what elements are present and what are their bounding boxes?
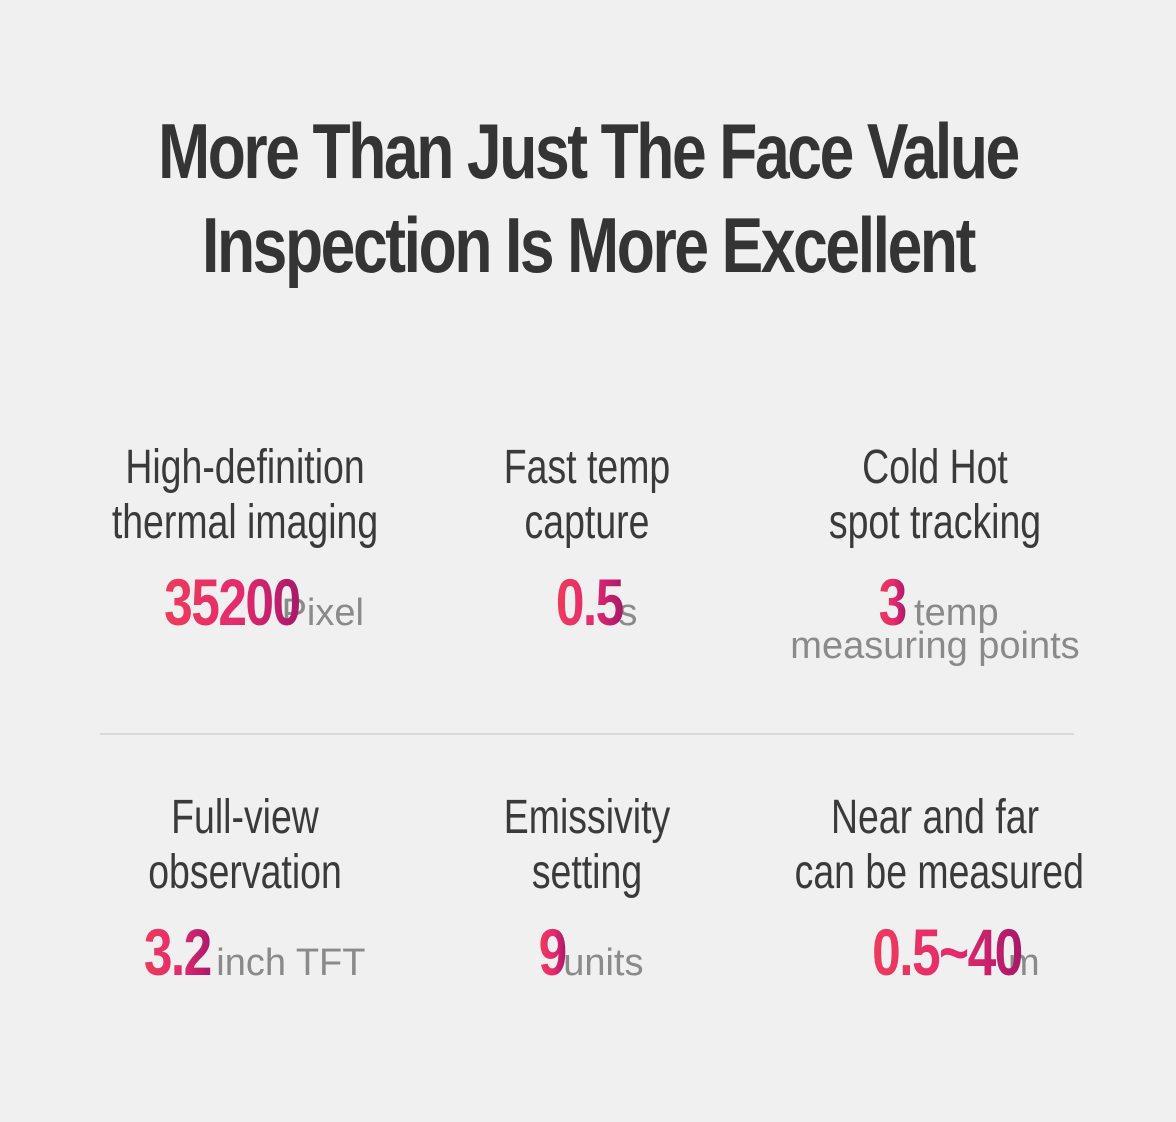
value-number: 3 [879,565,908,639]
feature-title: Emissivity [503,791,671,844]
value-number: 35200 [164,565,301,639]
feature-value: 0.5~40m [755,916,1115,988]
feature-title: Near and far [830,791,1040,844]
feature-value: 0.5s [407,566,767,638]
value-unit: inch TFT [216,942,366,984]
feature-title: can be measured [794,846,1084,899]
feature-title: Cold Hot [862,441,1008,494]
value-unit: s [618,592,638,634]
page-headline: More Than Just The Face Value Inspection… [0,104,1176,292]
feature-full-view: Full-view observation 3.2 inch TFT [65,790,425,988]
feature-emissivity: Emissivity setting 9units [407,790,767,988]
feature-value: 35200Pixel [65,566,425,638]
feature-value: 9units [407,916,767,988]
value-unit: units [563,942,644,984]
headline-line-1: More Than Just The Face Value [158,107,1020,195]
feature-value: 3.2 inch TFT [65,916,425,988]
feature-title: thermal imaging [111,496,379,549]
feature-temp-capture: Fast temp capture 0.5s [407,440,767,638]
feature-title: observation [148,846,342,899]
feature-title: High-definition [125,441,365,494]
feature-spot-tracking: Cold Hot spot tracking 3 temp measuring p… [755,440,1115,668]
value-unit: Pixel [281,592,364,634]
value-number: 9 [538,915,567,989]
feature-title: Full-view [171,791,319,844]
feature-title: capture [524,496,650,549]
value-number: 0.5~40 [872,915,1023,989]
value-unit: m [1008,942,1040,984]
headline-line-2: Inspection Is More Excellent [202,201,976,289]
value-number: 0.5 [555,565,623,639]
value-unit: temp [914,592,999,634]
value-number: 3.2 [143,915,211,989]
value-extra: measuring points [790,625,1080,667]
feature-title: spot tracking [828,496,1042,549]
feature-title: Fast temp [503,441,671,494]
feature-distance: Near and far can be measured 0.5~40m [755,790,1115,988]
feature-thermal-imaging: High-definition thermal imaging 35200Pix… [65,440,425,638]
feature-value: 3 temp [755,566,1115,638]
divider [100,733,1074,735]
feature-title: setting [531,846,643,899]
